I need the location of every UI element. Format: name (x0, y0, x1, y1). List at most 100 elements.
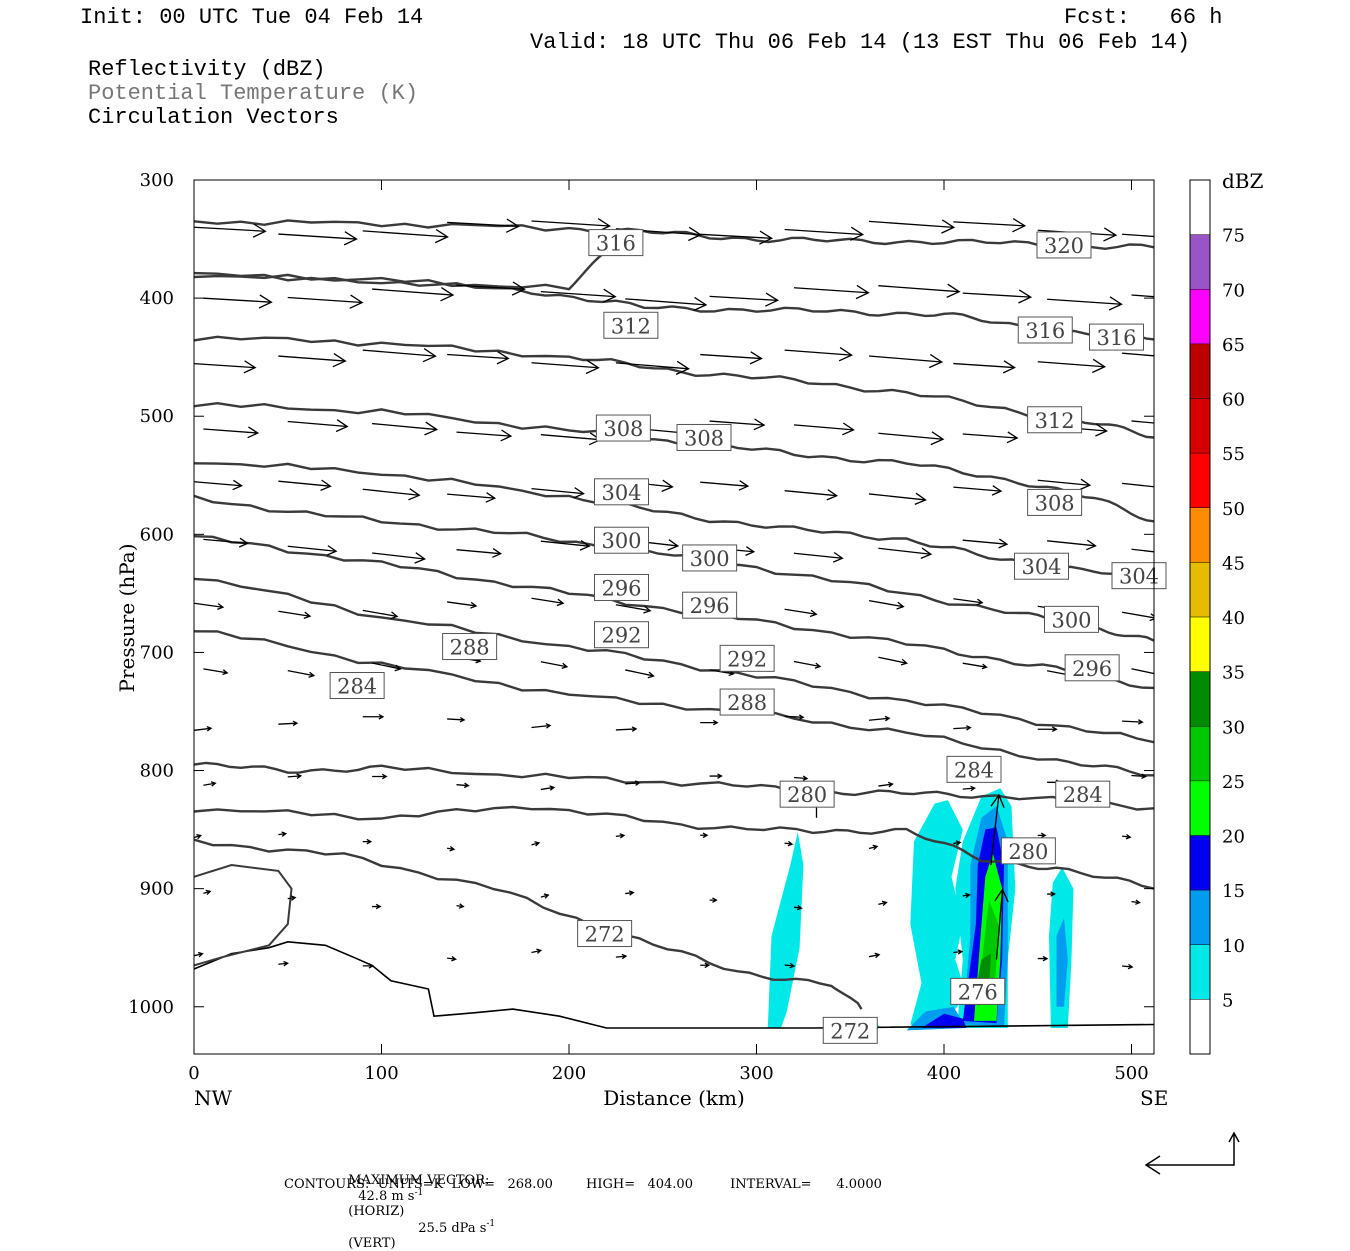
circulation-vector-arrow (531, 487, 585, 499)
theta-contour-272 (194, 838, 863, 1010)
circulation-vector-arrow (278, 960, 290, 967)
circulation-vector-arrow (962, 785, 976, 792)
x-axis-right-end: SE (1140, 1086, 1168, 1110)
colorbar-swatch (1190, 835, 1210, 891)
circulation-vector-arrow (793, 775, 809, 781)
circulation-vector-arrow (784, 962, 796, 969)
contour-label-272: 272 (577, 920, 633, 948)
forecast-hour: Fcst: 66 h (1064, 5, 1223, 30)
contour-label-text: 316 (1096, 326, 1136, 350)
circulation-vector-arrow (953, 949, 964, 955)
circulation-vector-arrow (540, 893, 550, 899)
x-tick-label: 500 (1114, 1063, 1148, 1084)
circulation-vector-arrow (278, 720, 299, 727)
contour-label-284: 284 (329, 672, 385, 700)
circulation-vector-arrow (615, 833, 626, 839)
circulation-vector-arrow (531, 359, 600, 375)
contour-label-box (577, 920, 633, 948)
contour-label-312: 312 (1027, 406, 1083, 434)
circulation-vector-arrow (372, 421, 439, 436)
circulation-vector-arrow (1047, 891, 1056, 897)
contour-label-text: 308 (603, 417, 643, 441)
circulation-vector-arrow (203, 668, 229, 676)
y-tick-label: 500 (140, 406, 174, 427)
contour-label-text: 308 (684, 426, 724, 450)
contour-label-box (822, 1016, 878, 1044)
circulation-vector-arrow (531, 723, 552, 729)
circulation-vector-arrow (1037, 478, 1092, 491)
circulation-vector-arrow (1122, 963, 1134, 970)
contour-label-text: 320 (1044, 234, 1084, 258)
contour-label-text: 304 (601, 481, 641, 505)
circulation-vector-arrow (793, 284, 870, 300)
circulation-vector-arrow (287, 419, 349, 433)
circulation-vector-arrow (372, 903, 382, 910)
circulation-vector-arrow (362, 348, 437, 363)
circulation-vector-arrow (287, 545, 338, 556)
max-vector-line: MAXIMUM VECTOR: 42.8 m s-1 (HORIZ) 25.5 … (348, 1173, 496, 1251)
refl-cell-west (767, 832, 804, 1028)
circulation-vector-arrow (953, 360, 1016, 374)
contour-label-296: 296 (1064, 654, 1120, 682)
circulation-vector-arrow (1131, 420, 1154, 424)
circulation-vector-arrow (362, 714, 385, 720)
colorbar-label: 30 (1222, 717, 1245, 738)
colorbar-swatch (1190, 234, 1210, 290)
circulation-vector-arrow (1047, 296, 1123, 311)
circulation-vector-arrow (784, 714, 805, 720)
circulation-vector-arrow (793, 660, 822, 669)
refl-cell-central-west (910, 800, 967, 1028)
contour-label-text: 316 (596, 232, 636, 256)
circulation-vector-arrow (362, 609, 399, 620)
circulation-vector-arrow (1037, 955, 1049, 962)
contour-label-text: 288 (727, 691, 767, 715)
circulation-vector-arrow (540, 785, 556, 791)
circulation-vector-arrow (625, 890, 635, 896)
colorbar-label: 65 (1222, 335, 1245, 356)
circulation-vector-arrow (793, 904, 803, 911)
circulation-vector-arrow (447, 955, 457, 962)
circulation-vector-arrow (709, 418, 766, 431)
contour-label-box (682, 544, 738, 572)
circulation-vector-arrow (962, 538, 1009, 549)
contour-label-288: 288 (442, 633, 498, 661)
theta-contour-292 (194, 577, 1154, 744)
contour-label-box (1055, 780, 1111, 808)
colorbar-label: 45 (1222, 553, 1245, 574)
circulation-vector-arrow (372, 773, 388, 780)
circulation-vector-arrow (456, 903, 465, 909)
x-axis-left-end: NW (194, 1086, 233, 1110)
circulation-vector-arrow (456, 782, 470, 789)
circulation-vector-arrow (278, 831, 288, 837)
circulation-vector-arrow (287, 294, 364, 309)
max-vector-vert: 25.5 dPa s (418, 1220, 487, 1236)
contour-label-312: 312 (603, 311, 659, 339)
circulation-vector-arrow (700, 962, 711, 969)
reflectivity-shading (767, 788, 1074, 1033)
y-tick-label: 400 (140, 288, 174, 309)
circulation-vector-arrow (962, 431, 1019, 444)
contour-label-text: 312 (1035, 409, 1075, 433)
circulation-vector-arrow (868, 952, 881, 959)
circulation-vector-arrow (194, 951, 204, 958)
contour-label-text: 272 (585, 923, 625, 947)
circulation-vector-arrow (456, 429, 513, 442)
contour-label-text: 272 (830, 1019, 870, 1043)
circulation-vector-arrow (194, 479, 243, 491)
colorbar-unit: dBZ (1222, 169, 1264, 193)
circulation-vector-arrow (278, 479, 332, 491)
contour-label-296: 296 (682, 591, 738, 619)
colorbar: 5 10 15 20 25 30 35 40 45 50 55 60 65 70 75 (1189, 179, 1245, 1055)
contour-label-280: 280 (1000, 837, 1056, 865)
contour-label-box (442, 633, 498, 661)
circulation-vector-arrow (709, 773, 723, 779)
contour-label-box (682, 591, 738, 619)
circulation-vector-arrow (194, 360, 257, 374)
contour-label-text: 312 (611, 314, 651, 338)
circulation-vector-arrow (540, 432, 602, 446)
contour-label-box (1089, 323, 1144, 351)
colorbar-label: 10 (1222, 936, 1245, 957)
circulation-vector-arrow (447, 601, 478, 609)
circulation-vector-arrow (447, 218, 520, 233)
